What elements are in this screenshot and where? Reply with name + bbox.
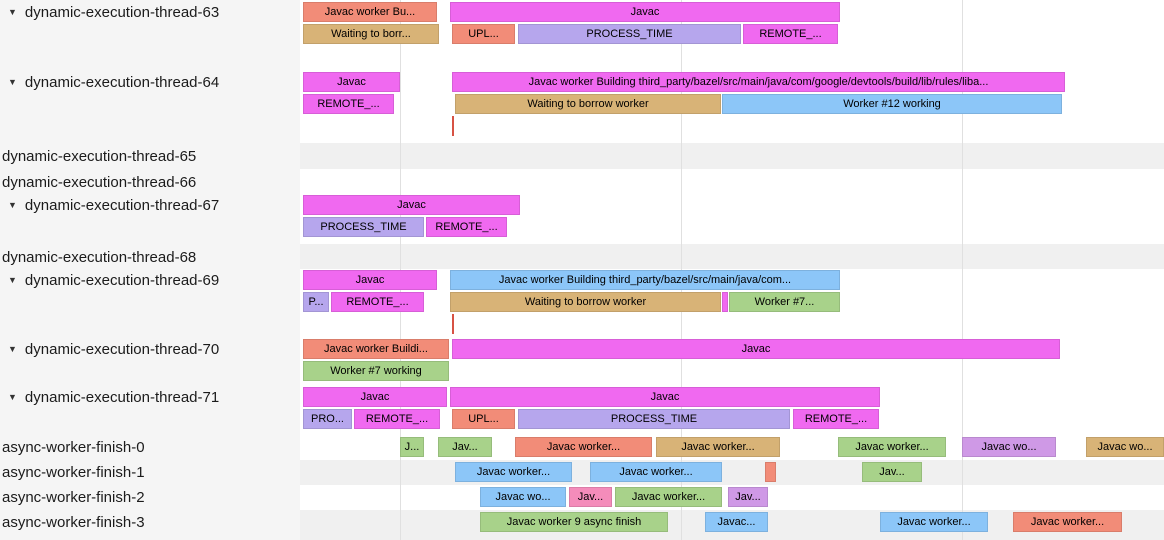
thread-name: dynamic-execution-thread-65	[2, 147, 197, 165]
trace-span[interactable]	[722, 292, 728, 312]
thread-row-label[interactable]: async-worker-finish-3	[2, 512, 145, 532]
thread-row-label[interactable]: dynamic-execution-thread-66	[2, 172, 196, 192]
thread-row-label[interactable]: ▼ dynamic-execution-thread-63	[8, 2, 219, 22]
trace-span[interactable]: Javac worker...	[515, 437, 652, 457]
trace-span[interactable]: PROCESS_TIME	[303, 217, 424, 237]
trace-span[interactable]: Waiting to borr...	[303, 24, 439, 44]
trace-span[interactable]: Jav...	[438, 437, 492, 457]
thread-row-label[interactable]: ▼ dynamic-execution-thread-69	[8, 270, 219, 290]
trace-span[interactable]: Javac worker...	[615, 487, 722, 507]
trace-span[interactable]: PROCESS_TIME	[518, 409, 790, 429]
trace-span[interactable]: Worker #7...	[729, 292, 840, 312]
trace-span[interactable]: Javac worker Building third_party/bazel/…	[452, 72, 1065, 92]
trace-span[interactable]: Javac worker Bu...	[303, 2, 437, 22]
trace-span[interactable]: REMOTE_...	[331, 292, 424, 312]
trace-span[interactable]: Waiting to borrow worker	[455, 94, 721, 114]
thread-name: dynamic-execution-thread-71	[24, 388, 220, 406]
thread-row-label[interactable]: ▼ dynamic-execution-thread-67	[8, 195, 219, 215]
trace-span[interactable]: Javac	[450, 2, 840, 22]
trace-span[interactable]: Javac worker...	[880, 512, 988, 532]
trace-span[interactable]: Javac wo...	[962, 437, 1056, 457]
trace-span[interactable]: Javac wo...	[480, 487, 566, 507]
thread-name: dynamic-execution-thread-70	[24, 340, 220, 358]
trace-span[interactable]	[765, 462, 776, 482]
trace-span[interactable]: Javac	[450, 387, 880, 407]
thread-name: dynamic-execution-thread-63	[24, 3, 220, 21]
trace-span[interactable]: Javac worker Building third_party/bazel/…	[450, 270, 840, 290]
trace-span[interactable]: Worker #12 working	[722, 94, 1062, 114]
thread-row-label[interactable]: dynamic-execution-thread-65	[2, 146, 196, 166]
thread-name: dynamic-execution-thread-66	[2, 173, 197, 191]
collapse-triangle-icon[interactable]: ▼	[8, 200, 17, 210]
thread-row-label[interactable]: ▼ dynamic-execution-thread-70	[8, 339, 219, 359]
trace-span[interactable]: Jav...	[728, 487, 768, 507]
trace-span[interactable]: UPL...	[452, 24, 515, 44]
collapse-triangle-icon[interactable]: ▼	[8, 392, 17, 402]
collapse-triangle-icon[interactable]: ▼	[8, 7, 17, 17]
thread-name: dynamic-execution-thread-67	[24, 196, 220, 214]
row-background	[300, 143, 1164, 169]
thread-name-panel: ▼ dynamic-execution-thread-63 ▼ dynamic-exe…	[0, 0, 300, 540]
trace-span[interactable]: Javac worker...	[590, 462, 722, 482]
gridline	[962, 0, 963, 540]
thread-name: dynamic-execution-thread-68	[2, 248, 197, 266]
trace-span[interactable]: UPL...	[452, 409, 515, 429]
trace-span[interactable]: Javac wo...	[1086, 437, 1164, 457]
trace-span[interactable]: REMOTE_...	[426, 217, 507, 237]
trace-span[interactable]: REMOTE_...	[793, 409, 879, 429]
trace-span[interactable]: Javac	[452, 339, 1060, 359]
trace-span[interactable]: P...	[303, 292, 329, 312]
trace-span[interactable]: Javac	[303, 270, 437, 290]
thread-name: async-worker-finish-0	[2, 438, 145, 456]
trace-span[interactable]: Javac worker...	[455, 462, 572, 482]
trace-span[interactable]	[452, 116, 454, 136]
trace-span[interactable]: Javac...	[705, 512, 768, 532]
trace-span[interactable]: REMOTE_...	[743, 24, 838, 44]
row-background	[300, 169, 1164, 194]
trace-span[interactable]: J...	[400, 437, 424, 457]
thread-name: async-worker-finish-1	[2, 463, 145, 481]
trace-span[interactable]: PRO...	[303, 409, 352, 429]
trace-span[interactable]: Javac worker...	[656, 437, 780, 457]
thread-row-label[interactable]: async-worker-finish-1	[2, 462, 145, 482]
trace-span[interactable]: Jav...	[569, 487, 612, 507]
trace-span[interactable]: Javac	[303, 195, 520, 215]
row-background	[300, 244, 1164, 269]
thread-row-label[interactable]: async-worker-finish-2	[2, 487, 145, 507]
trace-span[interactable]: REMOTE_...	[354, 409, 440, 429]
thread-row-label[interactable]: ▼ dynamic-execution-thread-71	[8, 387, 219, 407]
thread-row-label[interactable]: ▼ dynamic-execution-thread-64	[8, 72, 219, 92]
thread-name: async-worker-finish-2	[2, 488, 145, 506]
trace-span[interactable]: Jav...	[862, 462, 922, 482]
collapse-triangle-icon[interactable]: ▼	[8, 344, 17, 354]
trace-span[interactable]: Javac worker...	[1013, 512, 1122, 532]
thread-name: dynamic-execution-thread-69	[24, 271, 220, 289]
trace-span[interactable]: Javac	[303, 387, 447, 407]
trace-span[interactable]: Javac worker Buildi...	[303, 339, 449, 359]
trace-span[interactable]: Javac	[303, 72, 400, 92]
thread-name: async-worker-finish-3	[2, 513, 145, 531]
collapse-triangle-icon[interactable]: ▼	[8, 77, 17, 87]
row-background	[300, 460, 1164, 485]
trace-span[interactable]: Waiting to borrow worker	[450, 292, 721, 312]
trace-span[interactable]: Javac worker...	[838, 437, 946, 457]
thread-row-label[interactable]: dynamic-execution-thread-68	[2, 247, 196, 267]
trace-span[interactable]: REMOTE_...	[303, 94, 394, 114]
trace-span[interactable]	[452, 314, 454, 334]
trace-span[interactable]: PROCESS_TIME	[518, 24, 741, 44]
thread-row-label[interactable]: async-worker-finish-0	[2, 437, 145, 457]
trace-span[interactable]: Javac worker 9 async finish	[480, 512, 668, 532]
collapse-triangle-icon[interactable]: ▼	[8, 275, 17, 285]
thread-name: dynamic-execution-thread-64	[24, 73, 220, 91]
trace-span[interactable]: Worker #7 working	[303, 361, 449, 381]
